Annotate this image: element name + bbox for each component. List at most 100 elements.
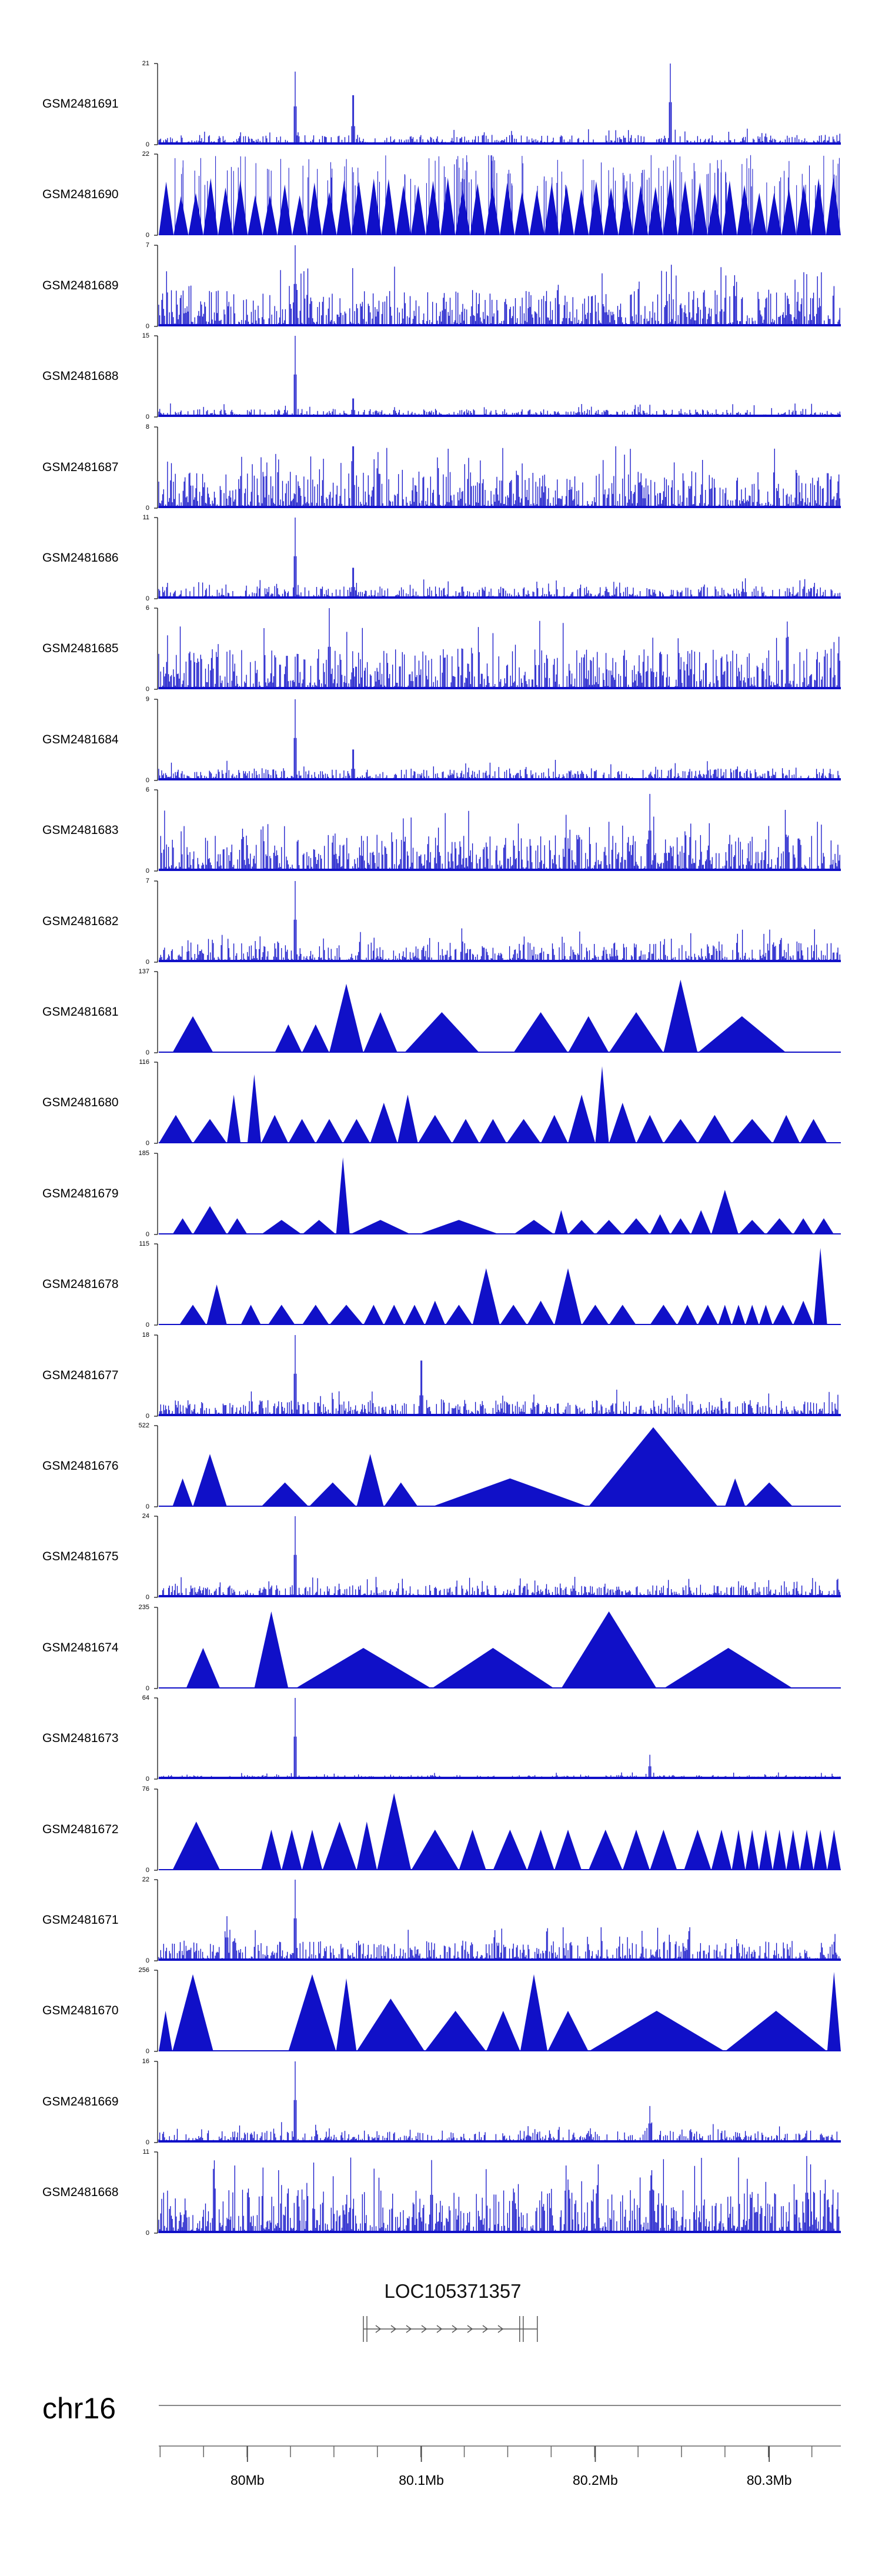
track-ymax: 137 [138,968,149,975]
signal-peak [677,1304,698,1326]
track-label-GSM2481682: GSM2481682 [42,914,119,928]
signal-peak [404,1012,480,1053]
track-ymin: 0 [145,1594,149,1601]
signal-spikes [158,64,840,145]
signal-peak [773,1115,800,1144]
signal-peak [172,1821,220,1870]
signal-spikes [158,1698,840,1780]
signal-peak [479,1119,507,1144]
signal-peak [739,1219,766,1234]
track-ymin: 0 [145,1776,149,1783]
signal-baseline [159,959,841,962]
signal-peak [302,1304,329,1326]
signal-peak [793,1300,814,1326]
signal-peak [411,1829,459,1870]
track-plot-GSM2481671 [154,1879,841,1961]
signal-spikes [158,608,840,690]
gene-label: LOC105371357 [384,2280,522,2302]
signal-peak [773,1829,787,1870]
signal-baseline [159,1506,841,1507]
signal-peak [622,1829,650,1870]
signal-peak [745,1829,759,1870]
signal-peak [800,1829,814,1870]
track-plot-GSM2481686 [154,517,841,599]
track-ymax: 16 [142,2057,149,2065]
track-label-GSM2481673: GSM2481673 [42,1731,119,1746]
signal-baseline [159,142,841,145]
signal-area [159,177,841,236]
signal-spikes [159,794,840,872]
track-ymax: 6 [145,786,149,794]
signal-peak [766,1218,793,1234]
signal-peak [370,1103,397,1144]
signal-spikes [158,2061,840,2143]
track-ymax: 64 [142,1694,149,1702]
signal-peak [172,1016,213,1053]
track-ymax: 21 [142,60,149,67]
track-plot-GSM2481680 [154,1062,841,1144]
signal-peak [663,1647,793,1689]
track-label-GSM2481675: GSM2481675 [42,1550,119,1564]
track-plot-GSM2481679 [154,1153,841,1235]
signal-peak [356,1998,425,2052]
x-tick-label: 80.1Mb [399,2472,444,2488]
signal-peak [561,1611,657,1689]
track-label-GSM2481678: GSM2481678 [42,1277,119,1292]
signal-baseline [159,2050,841,2052]
track-plot-GSM2481670 [154,1970,841,2052]
track-ymin: 0 [145,141,149,148]
signal-baseline [159,1142,841,1144]
signal-spikes [158,1334,840,1416]
track-ymin: 0 [145,1049,149,1056]
signal-peak [697,1016,787,1053]
signal-baseline [159,2231,841,2234]
signal-spikes [158,699,840,780]
signal-peak [595,1219,623,1234]
signal-spikes [158,1516,840,1598]
signal-peak [349,1219,412,1234]
track-plot-GSM2481678 [154,1243,841,1326]
signal-peak [261,1115,289,1144]
track-ymax: 22 [142,1876,149,1883]
signal-peak [724,1478,746,1507]
track-ymax: 185 [138,1149,149,1157]
track-plot-GSM2481691 [154,63,841,145]
track-label-GSM2481676: GSM2481676 [42,1459,119,1473]
signal-spikes [158,446,840,508]
signal-peak [417,1115,452,1144]
signal-peak [445,1304,473,1326]
gene-strand-arrow [406,2325,412,2333]
track-label-GSM2481674: GSM2481674 [42,1640,119,1654]
signal-peak [383,1304,405,1326]
track-label-GSM2481686: GSM2481686 [42,551,119,565]
track-ymin: 0 [145,1503,149,1510]
signal-peak [302,1829,323,1870]
track-ymin: 0 [145,322,149,330]
track-plot-GSM2481668 [154,2151,841,2234]
signal-baseline [159,1868,841,1870]
gene-model [363,2316,538,2342]
signal-peak [329,983,363,1053]
track-label-GSM2481669: GSM2481669 [42,2094,119,2108]
signal-peak [172,1218,193,1234]
signal-spikes [158,245,840,326]
chromosome-label: chr16 [42,2392,116,2425]
track-plot-GSM2481683 [154,789,841,872]
track-ymax: 7 [145,877,149,885]
signal-peak [609,1103,636,1144]
signal-peak [356,1821,377,1870]
signal-baseline [159,1687,841,1689]
track-plot-GSM2481682 [154,880,841,963]
signal-peak [684,1829,711,1870]
signal-peak [288,1974,336,2052]
signal-spikes [158,336,840,418]
signal-peak [397,1095,418,1144]
signal-baseline [159,1777,841,1780]
track-label-GSM2481672: GSM2481672 [42,1822,119,1836]
signal-peak [731,1119,773,1144]
track-ymin: 0 [145,2230,149,2237]
signal-peak [159,1115,193,1144]
track-plot-GSM2481677 [154,1334,841,1417]
track-ymax: 256 [138,1967,149,1974]
signal-baseline [159,2140,841,2143]
